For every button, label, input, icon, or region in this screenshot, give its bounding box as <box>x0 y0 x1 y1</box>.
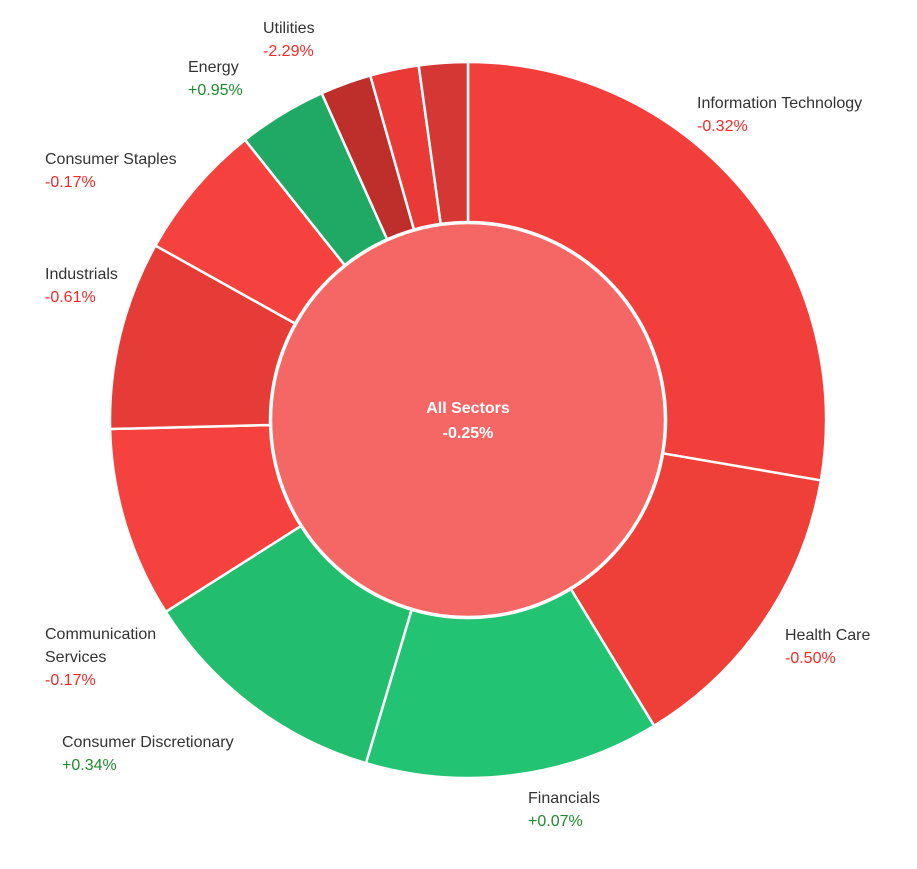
sector-change: -2.29% <box>263 43 314 60</box>
sector-change: +0.95% <box>188 82 243 99</box>
slices-layer <box>108 60 828 780</box>
label-utilities: Utilities -2.29% <box>263 20 315 60</box>
sector-name-line: Utilities <box>263 20 315 37</box>
center-label: All Sectors <box>426 400 510 417</box>
sector-change: -0.17% <box>45 174 96 191</box>
labels-layer: Information Technology -0.32% Health Care -… <box>45 20 870 830</box>
sector-change: -0.50% <box>785 650 836 667</box>
label-information-technology: Information Technology -0.32% <box>697 95 862 135</box>
sector-change: -0.32% <box>697 118 748 135</box>
sector-change: +0.07% <box>528 813 583 830</box>
sector-name-line: Consumer Staples <box>45 151 177 168</box>
label-energy: Energy +0.95% <box>188 59 243 99</box>
center-circle[interactable] <box>269 221 667 619</box>
sector-name-line: Information Technology <box>697 95 862 112</box>
label-industrials: Industrials -0.61% <box>45 266 118 306</box>
sector-name-line: Services <box>45 649 106 666</box>
sector-change: -0.17% <box>45 672 96 689</box>
sector-change: -0.61% <box>45 289 96 306</box>
sector-name-line: Financials <box>528 790 600 807</box>
sector-name-line: Health Care <box>785 627 870 644</box>
label-consumer-discretionary: Consumer Discretionary +0.34% <box>62 734 234 774</box>
sector-name-line: Consumer Discretionary <box>62 734 234 751</box>
sector-name-line: Energy <box>188 59 239 76</box>
label-financials: Financials +0.07% <box>528 790 600 830</box>
label-consumer-staples: Consumer Staples -0.17% <box>45 151 177 191</box>
center-change: -0.25% <box>443 425 494 442</box>
sector-name-line: Communication <box>45 626 156 643</box>
sector-name-line: Industrials <box>45 266 118 283</box>
label-communication-services: Communication Services -0.17% <box>45 626 156 689</box>
center-layer[interactable]: All Sectors -0.25% <box>269 221 667 619</box>
label-health-care: Health Care -0.50% <box>785 627 870 667</box>
sector-change: +0.34% <box>62 757 117 774</box>
